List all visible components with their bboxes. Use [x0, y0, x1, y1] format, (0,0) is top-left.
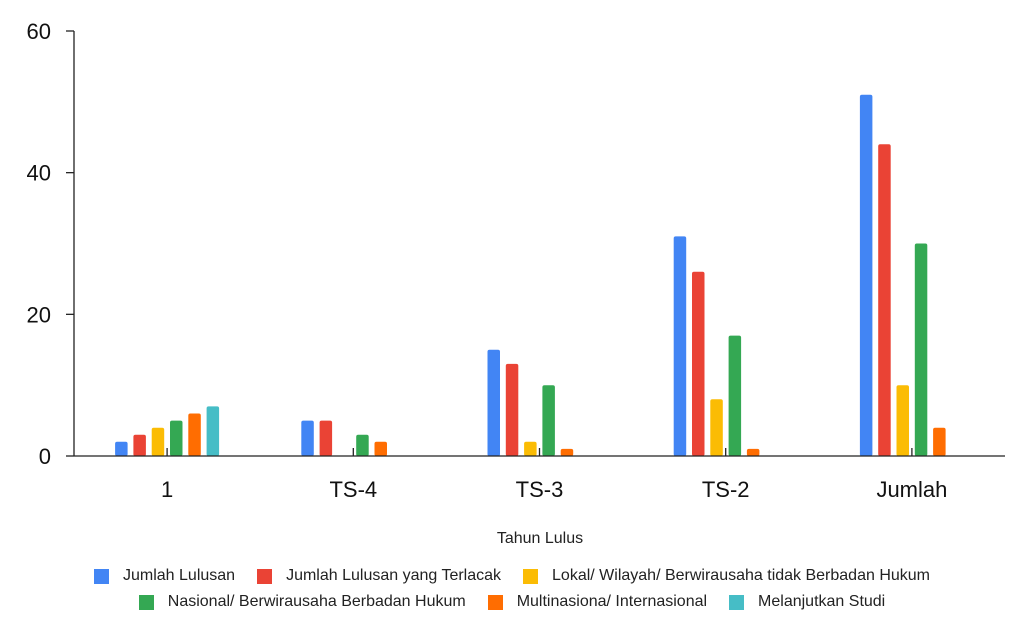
- bar: [673, 236, 687, 456]
- bar: [301, 420, 314, 456]
- legend-label: Lokal/ Wilayah/ Berwirausaha tidak Berba…: [552, 567, 930, 584]
- x-tick-label: TS-2: [702, 477, 750, 502]
- legend-item-multinasional: Multinasiona/ Internasional: [487, 593, 708, 611]
- bar: [374, 441, 387, 456]
- bar: [560, 448, 574, 456]
- bar: [356, 434, 369, 457]
- bar: [914, 243, 928, 456]
- x-tick-label: TS-4: [329, 477, 377, 502]
- bar: [878, 144, 891, 457]
- legend-item-lokal: Lokal/ Wilayah/ Berwirausaha tidak Berba…: [523, 567, 930, 585]
- bar: [319, 420, 333, 456]
- x-tick-label: TS-3: [516, 477, 564, 502]
- legend-swatch: [487, 594, 503, 610]
- bar: [710, 399, 723, 456]
- legend-row-1: Jumlah Lulusan Jumlah Lulusan yang Terla…: [0, 565, 1024, 587]
- legend-label: Multinasiona/ Internasional: [516, 593, 708, 610]
- legend-row-2: Nasional/ Berwirausaha Berbadan Hukum Mu…: [0, 591, 1024, 613]
- x-tick-label: Jumlah: [876, 477, 947, 502]
- legend-item-terlacak: Jumlah Lulusan yang Terlacak: [257, 567, 501, 585]
- bars-layer: [115, 94, 946, 457]
- bar: [859, 94, 873, 457]
- y-tick-label: 40: [27, 161, 51, 186]
- legend-label: Nasional/ Berwirausaha Berbadan Hukum: [167, 593, 466, 610]
- bar: [115, 441, 128, 456]
- legend-item-melanjutkan-studi: Melanjutkan Studi: [729, 593, 885, 611]
- legend-swatch: [729, 594, 745, 610]
- legend-swatch: [257, 568, 273, 584]
- legend-label: Melanjutkan Studi: [758, 593, 886, 610]
- legend-item-nasional: Nasional/ Berwirausaha Berbadan Hukum: [138, 593, 466, 611]
- bar: [692, 271, 705, 456]
- y-tick-label: 0: [39, 444, 51, 469]
- bar: [896, 385, 909, 456]
- bar: [746, 448, 760, 456]
- bar: [524, 441, 537, 456]
- legend-swatch: [138, 594, 154, 610]
- legend-swatch: [523, 568, 539, 584]
- labels-layer: 0 20 40 60 1 TS-4 TS-3 TS-2 Jumlah: [27, 19, 948, 502]
- bar: [151, 427, 165, 456]
- bar: [728, 335, 742, 456]
- bar: [170, 420, 183, 456]
- legend: Jumlah Lulusan Jumlah Lulusan yang Terla…: [0, 565, 1024, 617]
- y-tick-label: 20: [27, 302, 51, 327]
- bar: [188, 413, 201, 456]
- bar: [505, 363, 519, 456]
- bar: [542, 385, 555, 456]
- legend-label: Jumlah Lulusan: [123, 567, 236, 584]
- bar: [206, 406, 220, 456]
- legend-label: Jumlah Lulusan yang Terlacak: [286, 567, 502, 584]
- bar: [133, 434, 146, 457]
- bar: [933, 427, 946, 456]
- x-tick-label: 1: [161, 477, 173, 502]
- bar: [487, 349, 500, 457]
- axes-layer: [66, 30, 1005, 457]
- x-axis-title: Tahun Lulus: [497, 530, 583, 547]
- y-tick-label: 60: [27, 19, 51, 44]
- legend-item-jumlah-lulusan: Jumlah Lulusan: [94, 567, 235, 585]
- legend-swatch: [94, 568, 109, 584]
